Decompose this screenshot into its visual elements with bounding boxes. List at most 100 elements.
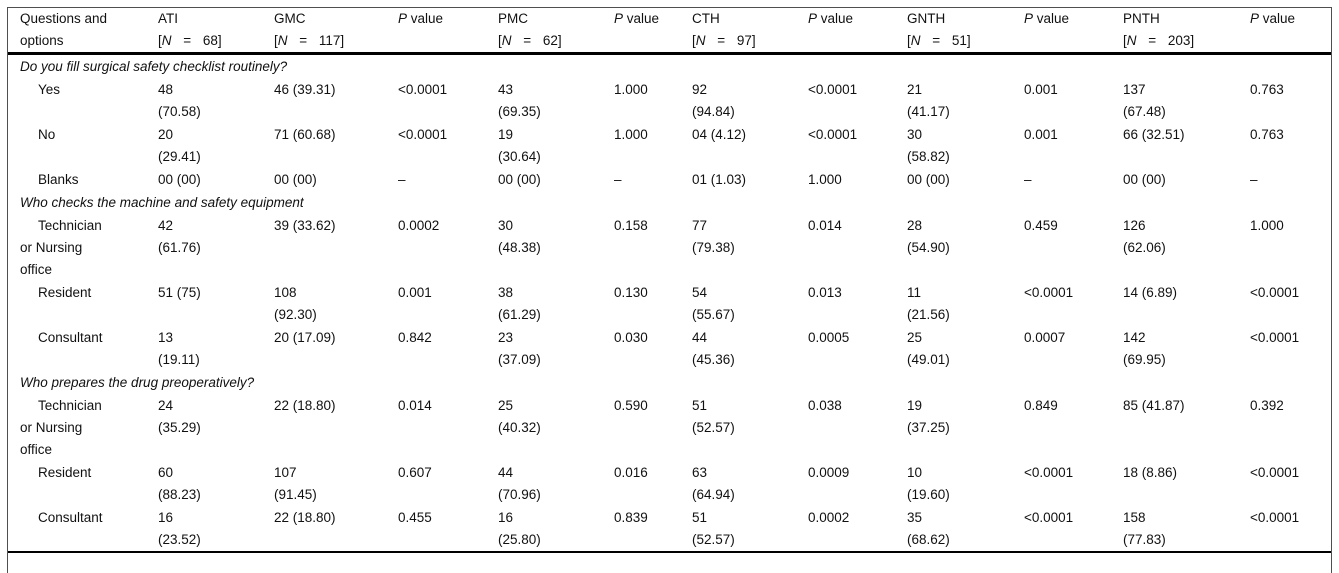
column-header-label: P value <box>1250 11 1296 26</box>
value-cell: 20 (29.41) <box>158 127 201 164</box>
value-cell: 0.130 <box>614 285 648 300</box>
table-row: Resident 60 (88.23) 107 (91.45) 0.607 44 (70… <box>8 461 1331 506</box>
option-label-cell: Resident <box>38 465 92 480</box>
section-question-row: Who prepares the drug preoperatively? <box>8 371 1331 394</box>
value-cell: 14 (6.89) <box>1123 285 1178 300</box>
table-body: Do you fill surgical safety checklist ro… <box>8 54 1331 553</box>
value-cell: <0.0001 <box>1250 465 1300 480</box>
value-cell: 0.0002 <box>800 506 899 553</box>
value-cell: 0.013 <box>808 285 842 300</box>
value-cell: 0.590 <box>614 398 648 413</box>
value-cell: 0.014 <box>398 398 432 413</box>
value-cell: 00 (00) <box>907 172 950 187</box>
value-cell: 04 (4.12) <box>692 127 747 142</box>
value-cell: 0.158 <box>614 218 648 233</box>
value-cell: 42 (61.76) <box>158 218 201 255</box>
column-sample-size: [N = 51] <box>907 33 971 48</box>
column-header: CTH [N = 97] <box>684 8 800 55</box>
value-cell: 0.455 <box>390 506 490 553</box>
column-header-label: P value <box>1024 11 1070 26</box>
value-cell: 0.001 <box>1024 127 1058 142</box>
value-cell: <0.0001 <box>1242 506 1331 553</box>
value-cell: 43 (69.35) <box>498 82 541 119</box>
column-header-label: GMC <box>274 11 306 26</box>
value-cell: 126 (62.06) <box>1123 218 1166 255</box>
value-cell: 0.001 <box>398 285 432 300</box>
section-question-row: Who checks the machine and safety equipm… <box>8 191 1331 214</box>
value-cell: <0.0001 <box>1250 285 1300 300</box>
value-cell: 46 (39.31) <box>274 82 336 97</box>
value-cell: <0.0001 <box>1250 330 1300 345</box>
value-cell: 108 (92.30) <box>274 285 317 322</box>
column-header: PNTH [N = 203] <box>1115 8 1242 55</box>
value-cell: <0.0001 <box>1024 465 1074 480</box>
value-cell: <0.0001 <box>808 127 858 142</box>
value-cell: 21 (41.17) <box>907 82 950 119</box>
table-row: Resident 51 (75) 108 (92.30) 0.001 38 (61.29… <box>8 281 1331 326</box>
survey-statistics-table: Questions and options ATI [N = 68] GMC [N = … <box>8 8 1331 553</box>
value-cell: 19 (37.25) <box>907 398 950 435</box>
value-cell: 01 (1.03) <box>692 172 747 187</box>
value-cell: <0.0001 <box>808 82 858 97</box>
value-cell: 51 (52.57) <box>692 398 735 435</box>
column-header: P value <box>606 8 684 55</box>
column-header-label: PMC <box>498 11 528 26</box>
value-cell: 1.000 <box>614 82 648 97</box>
option-label-cell: No <box>38 127 56 142</box>
value-cell: 10 (19.60) <box>907 465 950 502</box>
column-header: PMC [N = 62] <box>490 8 606 55</box>
header-row: Questions and options ATI [N = 68] GMC [N = … <box>8 8 1331 55</box>
option-label-cell: Blanks <box>38 172 79 187</box>
value-cell: 25 (40.32) <box>498 398 541 435</box>
table-row: Technician or Nursing office 24 (35.29) 22… <box>8 394 1331 461</box>
value-cell: – <box>1250 172 1258 187</box>
section-question-text: Who prepares the drug preoperatively? <box>20 375 255 390</box>
value-cell: 22 (18.80) <box>266 506 390 553</box>
column-header: GMC [N = 117] <box>266 8 390 55</box>
table-row: Technician or Nursing office 42 (61.76) 39… <box>8 214 1331 281</box>
column-header-label: ATI <box>158 11 178 26</box>
column-header: Questions and options <box>8 8 150 55</box>
column-header: P value <box>1016 8 1115 55</box>
value-cell: <0.0001 <box>398 127 448 142</box>
value-cell: 28 (54.90) <box>907 218 950 255</box>
value-cell: 60 (88.23) <box>158 465 201 502</box>
value-cell: 00 (00) <box>274 172 317 187</box>
column-header: P value <box>1242 8 1331 55</box>
column-header-label: CTH <box>692 11 720 26</box>
table-row: Consultant 13 (19.11) 20 (17.09) 0.842 23 (3… <box>8 326 1331 371</box>
value-cell: 00 (00) <box>498 172 541 187</box>
value-cell: <0.0001 <box>1024 285 1074 300</box>
value-cell: 92 (94.84) <box>692 82 735 119</box>
value-cell: 16 (25.80) <box>490 506 606 553</box>
value-cell: 0.392 <box>1250 398 1284 413</box>
value-cell: – <box>398 172 406 187</box>
value-cell: 66 (32.51) <box>1123 127 1185 142</box>
value-cell: 00 (00) <box>1123 172 1166 187</box>
value-cell: 11 (21.56) <box>907 285 950 322</box>
value-cell: 137 (67.48) <box>1123 82 1166 119</box>
value-cell: 71 (60.68) <box>274 127 336 142</box>
value-cell: 48 (70.58) <box>158 82 201 119</box>
option-label-cell: Yes <box>38 82 61 97</box>
value-cell: 18 (8.86) <box>1123 465 1178 480</box>
value-cell: 0.014 <box>808 218 842 233</box>
value-cell: 30 (48.38) <box>498 218 541 255</box>
option-label-cell: Technician or Nursing office <box>20 398 102 457</box>
option-label-cell: Consultant <box>38 330 103 345</box>
value-cell: 0.0007 <box>1024 330 1066 345</box>
option-label-cell: Resident <box>38 285 92 300</box>
section-question-text: Who checks the machine and safety equipm… <box>20 195 304 210</box>
value-cell: 44 (70.96) <box>498 465 541 502</box>
value-cell: 63 (64.94) <box>692 465 735 502</box>
value-cell: 20 (17.09) <box>274 330 336 345</box>
column-header: P value <box>800 8 899 55</box>
column-sample-size: [N = 68] <box>158 33 222 48</box>
column-sample-size: [N = 117] <box>274 33 345 48</box>
column-header-label: P value <box>614 11 660 26</box>
table-row: Yes 48 (70.58) 46 (39.31) <0.0001 43 (69.35)… <box>8 78 1331 123</box>
value-cell: 0.016 <box>614 465 648 480</box>
section-question-text: Do you fill surgical safety checklist ro… <box>20 59 288 74</box>
column-header-label: P value <box>398 11 444 26</box>
value-cell: 51 (75) <box>158 285 201 300</box>
